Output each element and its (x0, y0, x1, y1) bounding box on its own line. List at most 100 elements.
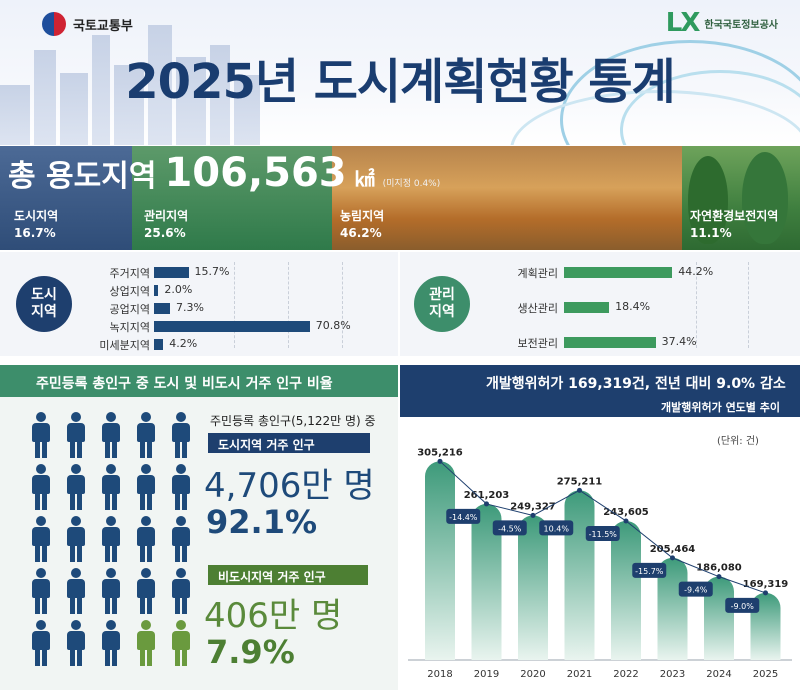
chart-value-label: 261,203 (464, 490, 510, 501)
chart-change-badge (492, 520, 527, 536)
total-area-note: (미지정 0.4%) (382, 179, 441, 189)
chart-unit-note: (단위: 건) (717, 436, 759, 447)
management-badge-line2: 지역 (429, 304, 455, 320)
urban-population-pct: 92.1% (206, 503, 318, 541)
total-area-label: 총 용도지역 (8, 159, 157, 194)
management-breakdown-panel: 관리 지역 계획관리 44.2% 생산관리 18.4% 보전관리 37.4% (400, 252, 800, 356)
urban-label: 녹지지역 (109, 321, 150, 334)
rural-person-icon (135, 620, 157, 666)
chart-change-label: -4.5% (498, 524, 522, 533)
chart-x-tick: 2024 (706, 669, 731, 680)
chart-x-tick: 2021 (567, 669, 592, 680)
management-value: 44.2% (678, 265, 714, 278)
chart-x-tick: 2018 (427, 669, 452, 680)
urban-person-icon (65, 464, 87, 510)
management-badge-line1: 관리 (429, 287, 455, 303)
urban-value: 70.8% (315, 319, 351, 332)
chart-point (530, 512, 536, 518)
urban-row: 상업지역 2.0% (0, 283, 400, 299)
urban-label: 미세분지역 (99, 339, 150, 352)
urban-person-icon (170, 464, 192, 510)
urban-person-icon (135, 412, 157, 458)
urban-row: 공업지역 7.3% (0, 301, 400, 317)
development-subheading: 개발행위허가 연도별 추이 (400, 397, 800, 417)
urban-person-icon (100, 516, 122, 562)
urban-person-icon (135, 568, 157, 614)
urban-label: 공업지역 (109, 303, 150, 316)
urban-row: 미세분지역 4.2% (0, 337, 400, 353)
ministry-emblem-icon (42, 12, 66, 36)
segment-management (132, 146, 332, 250)
chart-x-tick: 2025 (753, 669, 778, 680)
urban-population-tag: 도시지역 거주 인구 (208, 433, 370, 453)
chart-change-label: -9.4% (684, 586, 708, 595)
chart-x-tick: 2023 (660, 669, 685, 680)
urban-person-icon (30, 620, 52, 666)
urban-bar (154, 303, 171, 314)
segment-agricultural (332, 146, 682, 250)
chart-point (484, 501, 489, 507)
urban-person-icon (30, 568, 52, 614)
rural-population-count: 406만 명 (204, 596, 343, 636)
chart-value-label: 169,319 (743, 579, 789, 590)
segment-urban-pct: 16.7% (14, 226, 56, 240)
urban-person-icon (65, 568, 87, 614)
development-chart: 305,216 2018 261,203 2019 249,327 2020 275,211… (408, 447, 792, 680)
segment-nature-pct: 11.1% (690, 226, 732, 240)
population-panel (0, 397, 398, 690)
urban-badge-line2: 지역 (31, 304, 57, 320)
segment-urban (0, 146, 132, 250)
chart-point (716, 574, 722, 580)
development-heading: 개발행위허가 169,319건, 전년 대비 9.0% 감소 (400, 365, 800, 397)
urban-person-icon (135, 516, 157, 562)
page-title: 2025년 도시계획현황 통계 (125, 54, 675, 110)
management-row: 보전관리 37.4% (400, 335, 800, 351)
urban-bar (154, 267, 189, 278)
chart-x-tick: 2019 (474, 669, 499, 680)
chart-change-badge (446, 508, 481, 524)
chart-bar (611, 520, 641, 660)
chart-change-badge (678, 581, 713, 597)
lx-logo-group: LX 한국국토정보공사 (666, 8, 778, 38)
management-row: 생산관리 18.4% (400, 300, 800, 316)
chart-bar (518, 515, 548, 660)
segment-management-label: 관리지역 (144, 209, 189, 223)
urban-person-icon (65, 516, 87, 562)
urban-label: 주거지역 (109, 267, 150, 280)
chart-point (623, 518, 629, 524)
urban-population-count: 4,706만 명 (204, 466, 375, 506)
urban-person-icon (100, 412, 122, 458)
urban-person-icon (170, 568, 192, 614)
management-bar (564, 267, 673, 278)
urban-person-icon (170, 412, 192, 458)
population-heading: 주민등록 총인구 중 도시 및 비도시 거주 인구 비율 (0, 365, 398, 397)
chart-x-tick: 2022 (613, 669, 638, 680)
chart-bar (564, 490, 595, 660)
urban-label: 상업지역 (109, 285, 150, 298)
chart-change-badge (585, 525, 620, 541)
chart-bar (704, 576, 734, 660)
urban-person-icon (30, 412, 52, 458)
urban-value: 4.2% (169, 337, 198, 350)
chart-point (670, 555, 675, 561)
urban-person-icon (30, 516, 52, 562)
urban-person-icon (65, 620, 87, 666)
segment-agricultural-pct: 46.2% (340, 226, 382, 240)
total-area-value: 106,563 (164, 150, 347, 196)
management-value: 18.4% (615, 300, 651, 313)
ministry-name: 국토교통부 (73, 18, 133, 34)
segment-agricultural-label: 농림지역 (340, 209, 385, 223)
chart-change-label: -11.5% (589, 530, 618, 539)
management-row: 계획관리 44.2% (400, 265, 800, 281)
urban-person-icon (100, 620, 122, 666)
chart-bar (425, 461, 455, 660)
urban-bar (154, 339, 164, 350)
urban-value: 15.7% (194, 265, 230, 278)
population-total-note: 주민등록 총인구(5,122만 명) 중 (210, 414, 376, 428)
management-label: 생산관리 (517, 302, 558, 315)
chart-change-label: -14.4% (449, 513, 478, 522)
urban-person-icon (170, 516, 192, 562)
lx-org-name: 한국국토정보공사 (704, 19, 778, 31)
chart-value-label: 249,327 (510, 501, 556, 512)
management-badge: 관리 지역 (414, 276, 470, 332)
